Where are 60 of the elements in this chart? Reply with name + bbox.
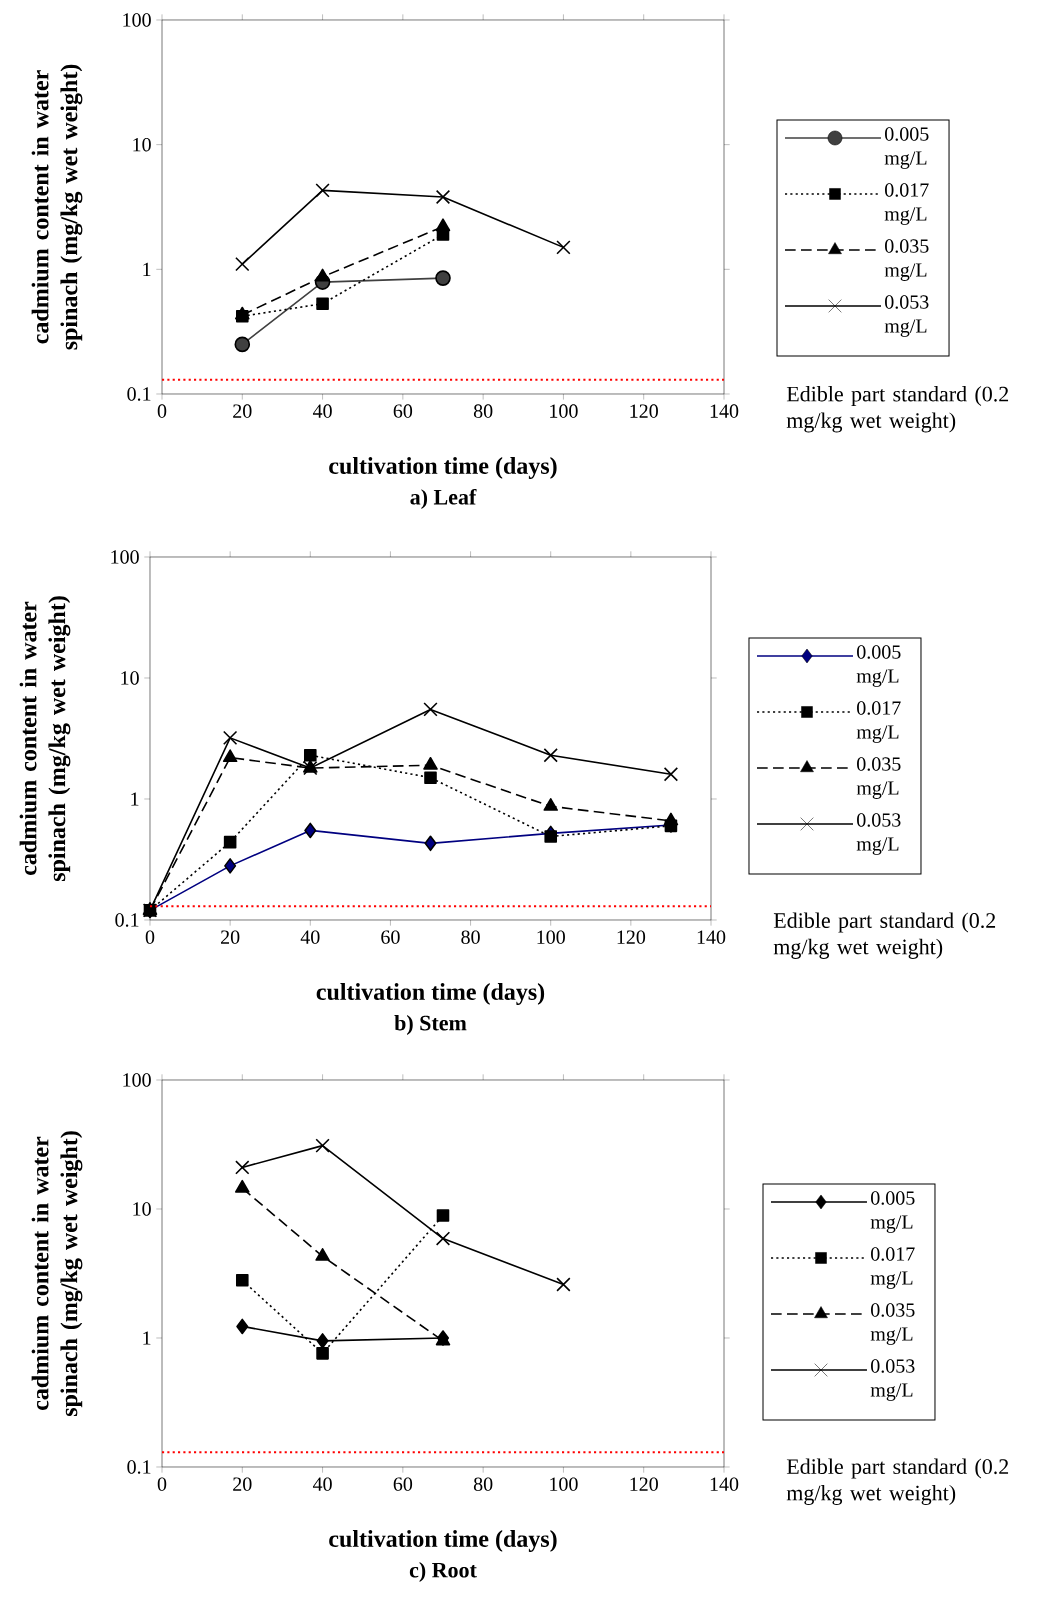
x-tick-label: 60 (393, 404, 413, 418)
y-tick-label: 10 (121, 671, 139, 685)
x-axis-title: cultivation time (days) (316, 983, 545, 1005)
y-tick-label: 1 (143, 262, 151, 276)
legend-label: 0.005 mg/L (856, 645, 901, 687)
x-tick-label: 140 (710, 1477, 739, 1491)
y-tick-label: 1 (131, 792, 139, 806)
x-tick-label: 120 (617, 930, 646, 944)
y-tick-label: 100 (123, 13, 151, 27)
ref-line-label: Edible part standard (0.2 mg/kg wet weight) (786, 386, 1009, 433)
x-tick-label: 80 (473, 404, 493, 418)
x-tick-label: 100 (550, 1477, 578, 1491)
y-tick-label: 1 (143, 1331, 151, 1345)
x-tick-label: 0 (145, 930, 155, 944)
legend-label: 0.053 mg/L (884, 295, 929, 337)
legend-label: 0.017 mg/L (870, 1247, 915, 1289)
x-tick-label: 20 (233, 404, 252, 418)
y-tick-label: 100 (123, 1073, 151, 1087)
x-tick-label: 140 (697, 930, 726, 944)
x-tick-label: 0 (157, 1477, 167, 1491)
y-tick-label: 0.1 (127, 387, 151, 401)
legend-label: 0.017 mg/L (856, 701, 901, 743)
x-tick-label: 140 (710, 404, 739, 418)
x-tick-label: 20 (221, 930, 240, 944)
legend-label: 0.005 mg/L (870, 1191, 915, 1233)
x-axis-title: cultivation time (days) (329, 457, 557, 479)
legend-label: 0.035 mg/L (870, 1303, 915, 1345)
x-tick-label: 120 (630, 1477, 658, 1491)
y-tick-label: 0.1 (115, 913, 139, 927)
legend-label: 0.005 mg/L (884, 127, 929, 169)
x-tick-label: 60 (381, 930, 400, 944)
x-tick-label: 80 (473, 1477, 493, 1491)
y-axis-title: cadmium content in water spinach (mg/kg wet weight) (19, 596, 71, 882)
x-tick-label: 120 (630, 404, 658, 418)
x-tick-label: 80 (461, 930, 480, 944)
text: a) Leaf (410, 488, 477, 510)
x-tick-label: 40 (312, 1477, 332, 1491)
text: b) Stem (394, 1015, 467, 1035)
x-tick-label: 40 (300, 930, 320, 944)
y-axis-title: cadmium content in water spinach (mg/kg wet weight) (31, 64, 83, 350)
x-tick-label: 20 (233, 1477, 252, 1491)
y-tick-label: 100 (111, 550, 139, 564)
legend-label: 0.035 mg/L (856, 757, 901, 799)
ref-line-label: Edible part standard (0.2 mg/kg wet weight) (773, 912, 996, 959)
y-axis-title: cadmium content in water spinach (mg/kg wet weight) (31, 1131, 83, 1417)
legend-label: 0.053 mg/L (856, 813, 901, 855)
ref-line-label: Edible part standard (0.2 mg/kg wet weight) (786, 1458, 1009, 1505)
x-axis-title: cultivation time (days) (329, 1530, 557, 1552)
legend-label: 0.053 mg/L (870, 1359, 915, 1401)
x-tick-label: 100 (550, 404, 578, 418)
legend-label: 0.035 mg/L (884, 239, 929, 281)
y-tick-label: 10 (133, 137, 151, 152)
x-tick-label: 100 (537, 930, 565, 944)
x-tick-label: 60 (393, 1477, 413, 1491)
x-tick-label: 40 (312, 404, 332, 418)
y-tick-label: 0.1 (127, 1460, 151, 1474)
y-tick-label: 10 (133, 1202, 151, 1216)
x-tick-label: 0 (157, 404, 167, 418)
text: c) Root (409, 1562, 477, 1582)
legend-label: 0.017 mg/L (884, 183, 929, 225)
